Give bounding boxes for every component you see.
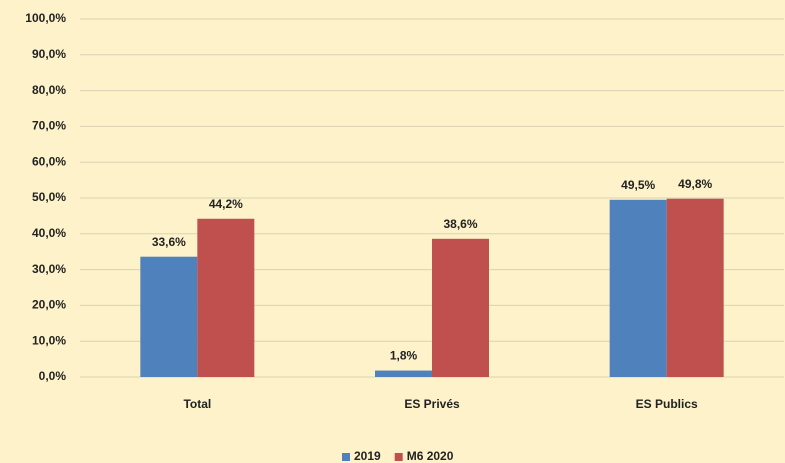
- x-tick-label: Total: [183, 397, 211, 411]
- y-tick-label: 10,0%: [32, 333, 66, 347]
- y-tick-label: 20,0%: [32, 298, 66, 312]
- bar: [140, 256, 198, 377]
- legend-label: 2019: [354, 449, 381, 463]
- y-tick-label: 90,0%: [32, 47, 66, 61]
- x-tick-label: ES Privés: [404, 397, 460, 411]
- legend-swatch: [394, 453, 403, 461]
- bar: [375, 370, 432, 377]
- legend: 2019 M6 2020: [342, 449, 454, 463]
- data-label: 1,8%: [390, 349, 418, 363]
- bar: [609, 199, 667, 377]
- y-tick-label: 100,0%: [25, 11, 66, 25]
- data-label: 49,8%: [678, 177, 712, 191]
- legend-swatch: [342, 453, 350, 461]
- y-tick-label: 60,0%: [32, 154, 66, 168]
- y-tick-label: 30,0%: [32, 262, 66, 276]
- data-label: 49,5%: [621, 178, 655, 192]
- x-tick-label: ES Publics: [636, 397, 698, 411]
- y-tick-label: 80,0%: [32, 83, 66, 97]
- y-tick-label: 50,0%: [32, 190, 66, 204]
- bar: [197, 218, 255, 377]
- data-label: 33,6%: [152, 235, 186, 249]
- data-label: 38,6%: [443, 217, 477, 231]
- y-tick-label: 0,0%: [39, 369, 67, 383]
- y-tick-label: 70,0%: [32, 119, 66, 133]
- bar: [432, 238, 489, 377]
- data-label: 44,2%: [209, 197, 243, 211]
- bar: [666, 198, 724, 377]
- legend-label: M6 2020: [407, 449, 454, 463]
- y-tick-label: 40,0%: [32, 226, 66, 240]
